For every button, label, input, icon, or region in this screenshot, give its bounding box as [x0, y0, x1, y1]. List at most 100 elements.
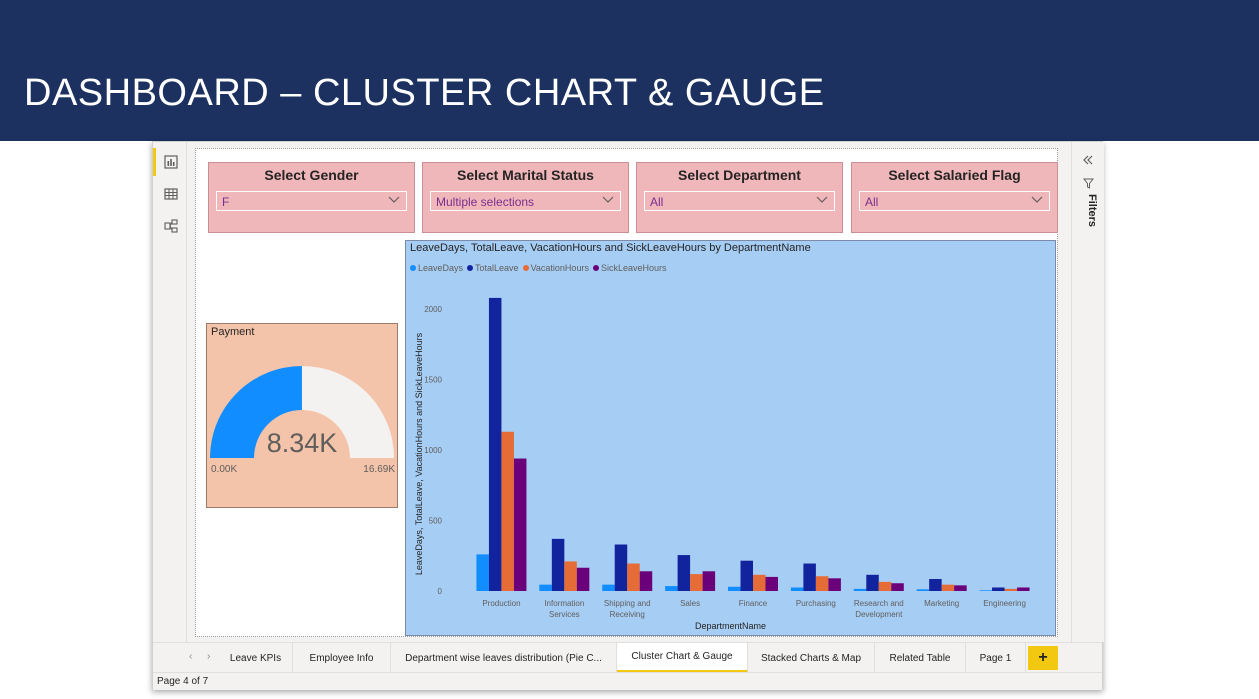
tab-employee-info[interactable]: Employee Info — [293, 643, 391, 673]
bar-sickleavehours — [828, 578, 841, 591]
tab-cluster-chart-gauge[interactable]: Cluster Chart & Gauge — [617, 643, 748, 673]
x-tick-label: Information — [544, 599, 584, 608]
model-view-icon[interactable] — [163, 218, 179, 234]
bar-sickleavehours — [702, 571, 716, 591]
slicer-title: Select Department — [678, 167, 801, 183]
chevron-down-icon — [602, 196, 614, 203]
y-tick-label: 1500 — [424, 376, 442, 385]
bar-leavedays — [602, 584, 615, 591]
bar-leavedays — [853, 588, 867, 591]
slicer-value: All — [865, 195, 879, 209]
bar-leavedays — [979, 590, 993, 591]
gauge-arc — [210, 366, 394, 458]
filters-pane[interactable]: Filters — [1071, 142, 1104, 642]
tab-related-table[interactable]: Related Table — [875, 643, 966, 673]
payment-gauge[interactable]: Payment 8.34K 0.00K 16.69K — [206, 323, 398, 508]
x-tick-label: Research and — [854, 599, 904, 608]
bar-leavedays — [916, 589, 930, 591]
slicer-dropdown-marital-status[interactable]: Multiple selections — [430, 191, 621, 211]
collapse-pane-icon[interactable] — [1082, 154, 1094, 166]
bar-totalleave — [803, 563, 816, 591]
legend-item: LeaveDays — [410, 263, 463, 273]
x-tick-label: Marketing — [924, 599, 959, 608]
legend-item: TotalLeave — [467, 263, 519, 273]
slicer-value: Multiple selections — [436, 195, 535, 209]
bar-vacationhours — [753, 574, 766, 591]
status-bar: Page 4 of 7 — [153, 672, 1102, 690]
bar-vacationhours — [941, 584, 955, 591]
bar-leavedays — [476, 554, 489, 591]
bar-vacationhours — [501, 431, 514, 591]
x-tick-label: Services — [549, 610, 580, 619]
x-tick-label: Finance — [739, 599, 768, 608]
x-tick-label: Engineering — [983, 599, 1026, 608]
y-tick-label: 1000 — [424, 446, 442, 455]
bar-totalleave — [551, 538, 565, 591]
slide-title: DASHBOARD – CLUSTER CHART & GAUGE — [24, 72, 825, 114]
bar-leavedays — [728, 586, 741, 591]
view-rail — [153, 142, 187, 642]
x-tick-label: Purchasing — [796, 599, 836, 608]
rail-active-indicator — [153, 148, 156, 176]
bar-sickleavehours — [891, 583, 904, 591]
bar-totalleave — [740, 560, 753, 591]
bar-totalleave — [866, 574, 879, 591]
slicer-dropdown-department[interactable]: All — [644, 191, 835, 211]
slicer-dropdown-gender[interactable]: F — [216, 191, 407, 211]
bar-vacationhours — [627, 563, 640, 591]
tab-stacked-charts-map[interactable]: Stacked Charts & Map — [748, 643, 875, 673]
report-window: Select Gender F Select Marital Status Mu… — [152, 141, 1104, 690]
bar-vacationhours — [878, 581, 892, 591]
bar-leavedays — [665, 586, 678, 591]
gauge-track — [301, 366, 394, 458]
legend-item: VacationHours — [522, 263, 589, 273]
x-tick-label: Development — [855, 610, 903, 619]
slicer-title: Select Marital Status — [457, 167, 594, 183]
bar-leavedays — [790, 587, 804, 591]
chevron-down-icon — [816, 196, 828, 203]
tab-page-1[interactable]: Page 1 — [966, 643, 1026, 673]
bar-vacationhours — [815, 576, 829, 591]
gauge-fill — [210, 366, 302, 458]
bar-vacationhours — [690, 574, 703, 591]
gauge-title: Payment — [211, 326, 255, 338]
page-tabs: ‹ › Leave KPIs Employee Info Department … — [153, 642, 1102, 673]
slicer-title: Select Salaried Flag — [888, 167, 1021, 183]
gauge-max: 16.69K — [363, 464, 395, 475]
x-tick-label: Production — [482, 599, 520, 608]
bar-sickleavehours — [1017, 587, 1030, 591]
gauge-value: 8.34K — [266, 428, 338, 458]
slicer-dropdown-salaried-flag[interactable]: All — [859, 191, 1050, 211]
report-canvas: Select Gender F Select Marital Status Mu… — [195, 148, 1058, 637]
report-view-icon[interactable] — [163, 154, 179, 170]
tab-department-leaves[interactable]: Department wise leaves distribution (Pie… — [391, 643, 617, 673]
filters-label: Filters — [1086, 194, 1098, 228]
bar-vacationhours — [564, 561, 577, 591]
chevron-down-icon — [388, 196, 400, 203]
y-tick-label: 2000 — [424, 305, 442, 314]
slide-banner: DASHBOARD – CLUSTER CHART & GAUGE — [0, 0, 1259, 141]
slicer-gender: Select Gender F — [208, 162, 415, 233]
tab-next-icon[interactable]: › — [207, 651, 211, 662]
bar-sickleavehours — [639, 571, 653, 591]
add-page-button[interactable]: + — [1028, 646, 1058, 670]
slicer-value: All — [650, 195, 664, 209]
bar-totalleave — [929, 579, 942, 591]
x-tick-label: Shipping and — [604, 599, 651, 608]
slicer-department: Select Department All — [636, 162, 843, 233]
tab-prev-icon[interactable]: ‹ — [189, 651, 193, 662]
table-view-icon[interactable] — [163, 186, 179, 202]
tab-leave-kpis[interactable]: Leave KPIs — [219, 643, 293, 673]
bar-totalleave — [992, 587, 1005, 591]
legend-item: SickLeaveHours — [592, 263, 666, 273]
x-axis-label: DepartmentName — [694, 621, 767, 631]
page-indicator: Page 4 of 7 — [157, 676, 209, 687]
bar-sickleavehours — [576, 567, 590, 591]
chevron-down-icon — [1031, 196, 1043, 203]
x-tick-label: Sales — [680, 599, 700, 608]
bar-vacationhours — [1004, 588, 1018, 591]
y-tick-label: 500 — [429, 517, 443, 526]
cluster-chart[interactable]: 0 500 1000 1500 2000 Production Information Ser… — [405, 240, 1056, 636]
slicer-value: F — [222, 195, 230, 209]
gauge-min: 0.00K — [211, 464, 238, 475]
